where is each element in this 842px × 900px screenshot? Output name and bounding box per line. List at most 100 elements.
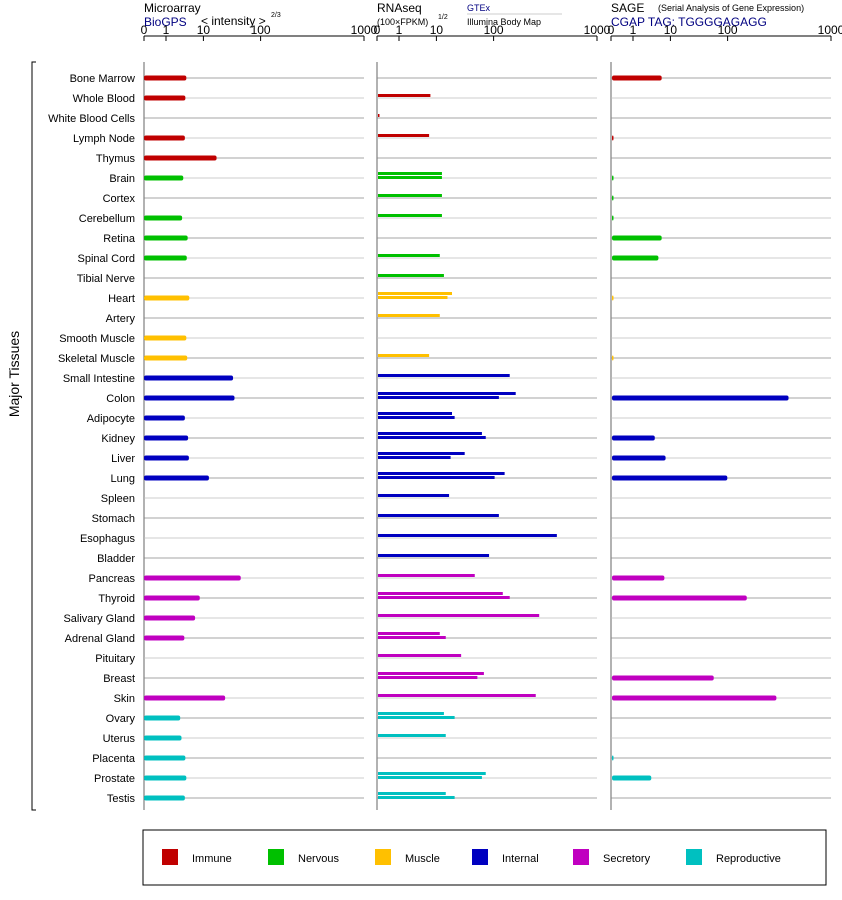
microarray-bar <box>144 335 187 341</box>
legend-label-secretory: Secretory <box>603 853 651 865</box>
tissue-label: Salivary Gland <box>63 613 135 625</box>
rnaseq-scale-exponent: 1/2 <box>438 14 448 21</box>
sage-bar <box>612 395 789 401</box>
rnaseq-bar <box>378 734 446 737</box>
sage-bar <box>612 355 614 361</box>
tissue-label: Retina <box>103 233 136 245</box>
tissue-label: White Blood Cells <box>48 113 135 125</box>
tissue-label: Spleen <box>101 493 135 505</box>
sage-tick-label-1: 1 <box>630 23 637 37</box>
tissue-label: Cerebellum <box>79 213 135 225</box>
legend-swatch-immune <box>162 849 178 865</box>
rnaseq-tick-label-0: 0 <box>374 23 381 37</box>
legend-label-internal: Internal <box>502 853 539 865</box>
tissue-label: Stomach <box>92 513 135 525</box>
rnaseq-bar <box>378 436 486 439</box>
biogps-link[interactable]: BioGPS <box>144 15 187 29</box>
microarray-bar <box>144 255 187 261</box>
rnaseq-bar <box>378 636 446 639</box>
microarray-bar <box>144 455 189 461</box>
rnaseq-bar <box>378 392 516 395</box>
rnaseq-bar <box>378 194 442 197</box>
tissue-label: Pituitary <box>95 653 135 665</box>
tissue-label: Breast <box>103 673 135 685</box>
tissue-label: Liver <box>111 453 135 465</box>
tissue-label: Lymph Node <box>73 133 135 145</box>
microarray-bar <box>144 375 234 381</box>
sage-tick-label-1000: 1000 <box>818 23 842 37</box>
microarray-bar <box>144 75 187 81</box>
microarray-bar <box>144 475 209 481</box>
rnaseq-bar <box>378 432 482 435</box>
microarray-tick-label-100: 100 <box>251 23 271 37</box>
microarray-bar <box>144 595 200 601</box>
tissue-label: Whole Blood <box>73 93 135 105</box>
microarray-title: Microarray <box>144 1 201 15</box>
microarray-bar <box>144 755 186 761</box>
tissue-label: Ovary <box>106 713 136 725</box>
rnaseq-bar <box>378 574 475 577</box>
tissue-label: Adipocyte <box>87 413 135 425</box>
microarray-bar <box>144 615 196 621</box>
rnaseq-bar <box>378 172 442 175</box>
rnaseq-bar <box>378 476 495 479</box>
sage-bar <box>612 755 614 761</box>
sage-bar <box>612 595 747 601</box>
sage-bar <box>612 175 614 181</box>
rnaseq-bar <box>378 94 431 97</box>
rnaseq-bar <box>378 672 484 675</box>
microarray-bar <box>144 215 183 221</box>
microarray-scale-label: < intensity > <box>201 14 266 28</box>
cgap-tag-link[interactable]: CGAP TAG: TGGGGAGAGG <box>611 15 767 29</box>
microarray-bar <box>144 695 226 701</box>
legend-swatch-reproductive <box>686 849 702 865</box>
sage-bar <box>612 75 662 81</box>
microarray-tick-label-1000: 1000 <box>351 23 378 37</box>
illumina-body-map-label: Illumina Body Map <box>467 17 541 27</box>
rnaseq-bar <box>378 396 499 399</box>
rnaseq-tick-label-1: 1 <box>396 23 403 37</box>
rnaseq-bar <box>378 296 448 299</box>
gtex-link[interactable]: GTEx <box>467 3 491 13</box>
microarray-bar <box>144 775 187 781</box>
sage-bar <box>612 235 662 241</box>
sage-header: SAGE (Serial Analysis of Gene Expression… <box>611 1 804 29</box>
legend-label-nervous: Nervous <box>298 853 339 865</box>
rnaseq-title: RNAseq <box>377 1 422 15</box>
rnaseq-bar <box>378 772 486 775</box>
rnaseq-bar <box>378 614 540 617</box>
sage-bar <box>612 575 665 581</box>
sage-tick-label-100: 100 <box>718 23 738 37</box>
microarray-bar <box>144 135 185 141</box>
sage-bar <box>612 295 614 301</box>
major-tissues-label: Major Tissues <box>6 331 22 417</box>
rnaseq-bar <box>378 456 451 459</box>
rnaseq-bar <box>378 354 430 357</box>
rnaseq-bar <box>378 176 442 179</box>
microarray-tick-label-1: 1 <box>163 23 170 37</box>
rnaseq-bar <box>378 314 440 317</box>
microarray-tick-label-0: 0 <box>141 23 148 37</box>
legend-label-muscle: Muscle <box>405 853 440 865</box>
rnaseq-tick-label-100: 100 <box>484 23 504 37</box>
tissue-label: Thyroid <box>98 593 135 605</box>
tissue-label: Brain <box>109 173 135 185</box>
major-tissues-bracket <box>31 61 36 811</box>
microarray-bar <box>144 355 188 361</box>
rnaseq-bar <box>378 694 536 697</box>
tissue-label: Smooth Muscle <box>59 333 135 345</box>
rnaseq-bar <box>378 654 462 657</box>
tissue-label: Bladder <box>97 553 135 565</box>
tissue-label: Heart <box>108 293 135 305</box>
rnaseq-bar <box>378 796 455 799</box>
sage-title: SAGE <box>611 1 644 15</box>
tissue-label: Prostate <box>94 773 135 785</box>
tissue-label: Placenta <box>92 753 136 765</box>
rnaseq-bar <box>378 632 440 635</box>
tissue-label: Skin <box>114 693 135 705</box>
microarray-bar <box>144 435 189 441</box>
tissue-label: Adrenal Gland <box>65 633 135 645</box>
rnaseq-bar <box>378 292 453 295</box>
rnaseq-bar <box>378 792 446 795</box>
sage-bar <box>612 135 614 141</box>
